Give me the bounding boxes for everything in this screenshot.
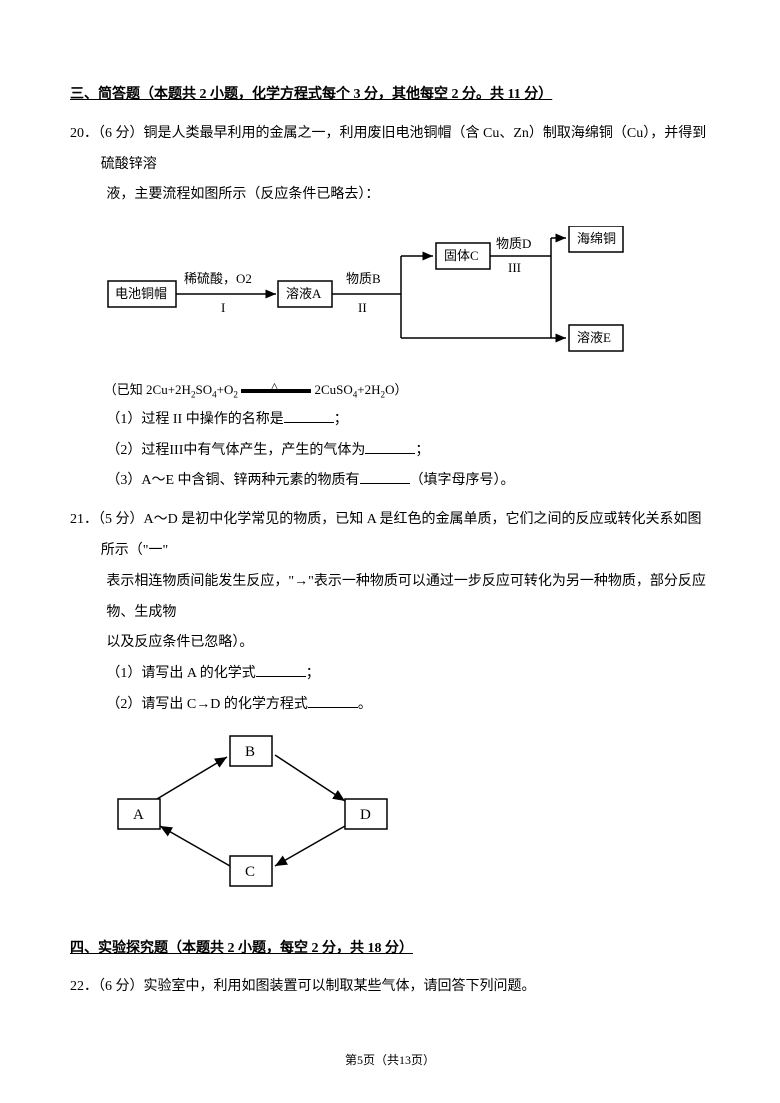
blank-input[interactable] bbox=[256, 663, 306, 677]
section-4-title: 四、实验探究题（本题共 2 小题，每空 2 分，共 18 分） bbox=[70, 934, 710, 965]
flow-label-3: 物质D bbox=[496, 236, 531, 251]
q20-sub2: （2）过程III中有气体产生，产生的气体为； bbox=[70, 436, 710, 467]
process-flow-svg: 电池铜帽 稀硫酸，O2 I 溶液A 物质B II 固体C 物质D III 海绵铜 bbox=[106, 226, 666, 356]
page-footer: 第5页（共13页） bbox=[0, 1047, 780, 1073]
flow-label-1a: 稀硫酸，O2 bbox=[184, 271, 252, 286]
blank-input[interactable] bbox=[360, 470, 410, 484]
q20-body: 液，主要流程如图所示（反应条件已略去）： bbox=[70, 180, 710, 211]
q20-header: 20．（6 分）铜是人类最早利用的金属之一，利用废旧电池铜帽（含 Cu、Zn）制… bbox=[70, 119, 710, 181]
question-21: 21．（5 分）A～D 是初中化学常见的物质，已知 A 是红色的金属单质，它们之… bbox=[70, 505, 710, 903]
q20-equation: （已知 2Cu+2H2SO4+O2 △ 2CuSO4+2H2O） bbox=[70, 376, 710, 405]
node-b: B bbox=[245, 744, 255, 760]
question-22: 22．（6 分）实验室中，利用如图装置可以制取某些气体，请回答下列问题。 bbox=[70, 972, 710, 1003]
q21-sub1: （1）请写出 A 的化学式； bbox=[70, 659, 710, 690]
node-d: D bbox=[360, 807, 371, 823]
flow-label-2b: II bbox=[358, 300, 367, 315]
flow-box-3: 固体C bbox=[444, 248, 479, 263]
flow-label-1b: I bbox=[221, 300, 225, 315]
q21-sub2: （2）请写出 C→D 的化学方程式。 bbox=[70, 690, 710, 721]
blank-input[interactable] bbox=[284, 409, 334, 423]
q20-sub3: （3）A～E 中含铜、锌两种元素的物质有（填字母序号）。 bbox=[70, 466, 710, 497]
flow-box-1: 电池铜帽 bbox=[115, 286, 167, 301]
node-c: C bbox=[245, 864, 255, 880]
q20-sub1: （1）过程 II 中操作的名称是； bbox=[70, 405, 710, 436]
q21-header: 21．（5 分）A～D 是初中化学常见的物质，已知 A 是红色的金属单质，它们之… bbox=[70, 505, 710, 567]
section-3-title: 三、简答题（本题共 2 小题，化学方程式每个 3 分，其他每空 2 分。共 11… bbox=[70, 80, 710, 111]
node-a: A bbox=[133, 807, 144, 823]
q21-diagram: A B C D bbox=[70, 731, 710, 904]
blank-input[interactable] bbox=[308, 694, 358, 708]
flow-box-4: 海绵铜 bbox=[577, 231, 616, 246]
flow-label-3b: III bbox=[508, 260, 521, 275]
question-20: 20．（6 分）铜是人类最早利用的金属之一，利用废旧电池铜帽（含 Cu、Zn）制… bbox=[70, 119, 710, 497]
q21-body1: 表示相连物质间能发生反应，"→"表示一种物质可以通过一步反应可转化为另一种物质，… bbox=[70, 567, 710, 629]
flow-label-2a: 物质B bbox=[346, 271, 381, 286]
q20-flowchart: 电池铜帽 稀硫酸，O2 I 溶液A 物质B II 固体C 物质D III 海绵铜 bbox=[70, 226, 710, 356]
flow-box-5: 溶液E bbox=[577, 330, 611, 345]
abcd-diagram-svg: A B C D bbox=[115, 731, 415, 891]
q22-header: 22．（6 分）实验室中，利用如图装置可以制取某些气体，请回答下列问题。 bbox=[70, 972, 710, 1003]
flow-box-2: 溶液A bbox=[286, 286, 322, 301]
triangle-icon: △ bbox=[270, 375, 278, 399]
blank-input[interactable] bbox=[365, 440, 415, 454]
q21-body2: 以及反应条件已忽略）。 bbox=[70, 628, 710, 659]
